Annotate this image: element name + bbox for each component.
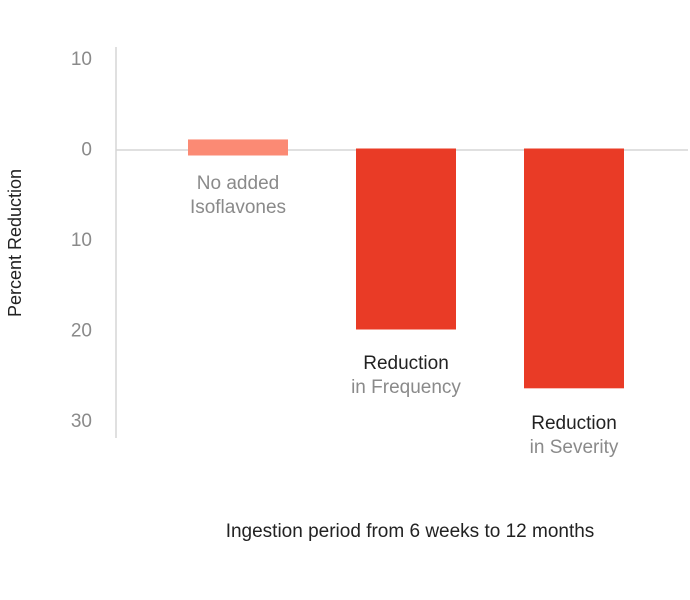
bar-label-line1: Reduction bbox=[363, 353, 449, 374]
bar-label-line2: Isoflavones bbox=[190, 197, 286, 218]
bar bbox=[188, 139, 288, 156]
bar-label-line2: in Severity bbox=[530, 437, 619, 458]
bars bbox=[188, 139, 624, 389]
bar bbox=[524, 148, 624, 389]
y-axis-label: Percent Reduction bbox=[5, 169, 25, 317]
y-tick-label: 10 bbox=[71, 230, 92, 251]
bar-label-line1: Reduction bbox=[531, 413, 617, 434]
y-tick-labels: 10 0 10 20 30 bbox=[71, 49, 92, 432]
x-axis-label: Ingestion period from 6 weeks to 12 mont… bbox=[226, 521, 595, 542]
y-tick-label: 10 bbox=[71, 49, 92, 70]
y-tick-label: 30 bbox=[71, 411, 92, 432]
y-tick-label: 20 bbox=[71, 321, 92, 342]
y-tick-label: 0 bbox=[81, 140, 92, 161]
bar-label-line1: No added bbox=[197, 173, 279, 194]
bar bbox=[356, 148, 456, 330]
bar-label-line2: in Frequency bbox=[351, 377, 461, 398]
bar-labels: No added Isoflavones Reduction in Frequency… bbox=[190, 173, 619, 458]
